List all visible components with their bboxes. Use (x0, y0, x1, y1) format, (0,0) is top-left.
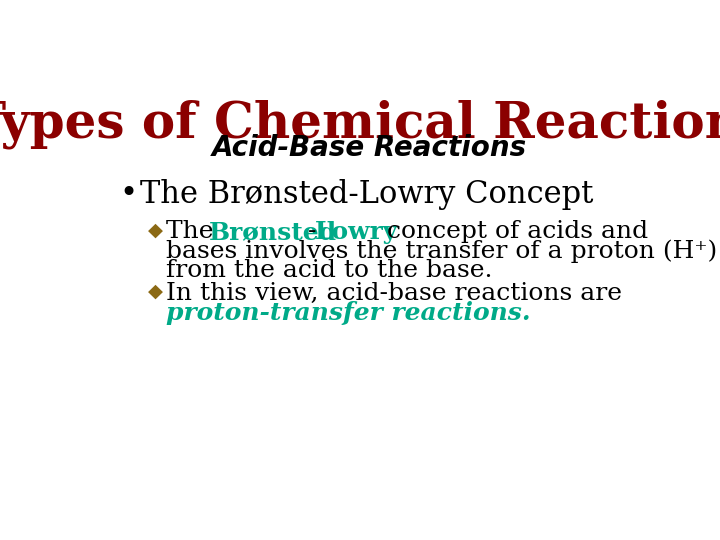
Text: proton-transfer reactions.: proton-transfer reactions. (166, 301, 531, 325)
Text: from the acid to the base.: from the acid to the base. (166, 259, 492, 282)
Text: Lowry: Lowry (315, 220, 398, 244)
Text: Acid-Base Reactions: Acid-Base Reactions (212, 134, 526, 162)
Text: ◆: ◆ (148, 220, 163, 239)
Text: bases involves the transfer of a proton (H⁺): bases involves the transfer of a proton … (166, 240, 717, 263)
Text: ◆: ◆ (148, 282, 163, 301)
Text: The: The (166, 220, 222, 244)
Text: •: • (120, 179, 138, 208)
Text: -: - (308, 220, 317, 244)
Text: Brønsted: Brønsted (209, 220, 337, 244)
Text: The Brønsted-Lowry Concept: The Brønsted-Lowry Concept (140, 179, 594, 210)
Text: concept of acids and: concept of acids and (379, 220, 649, 244)
Text: Types of Chemical Reactions: Types of Chemical Reactions (0, 99, 720, 149)
Text: In this view, acid-base reactions are: In this view, acid-base reactions are (166, 282, 622, 305)
